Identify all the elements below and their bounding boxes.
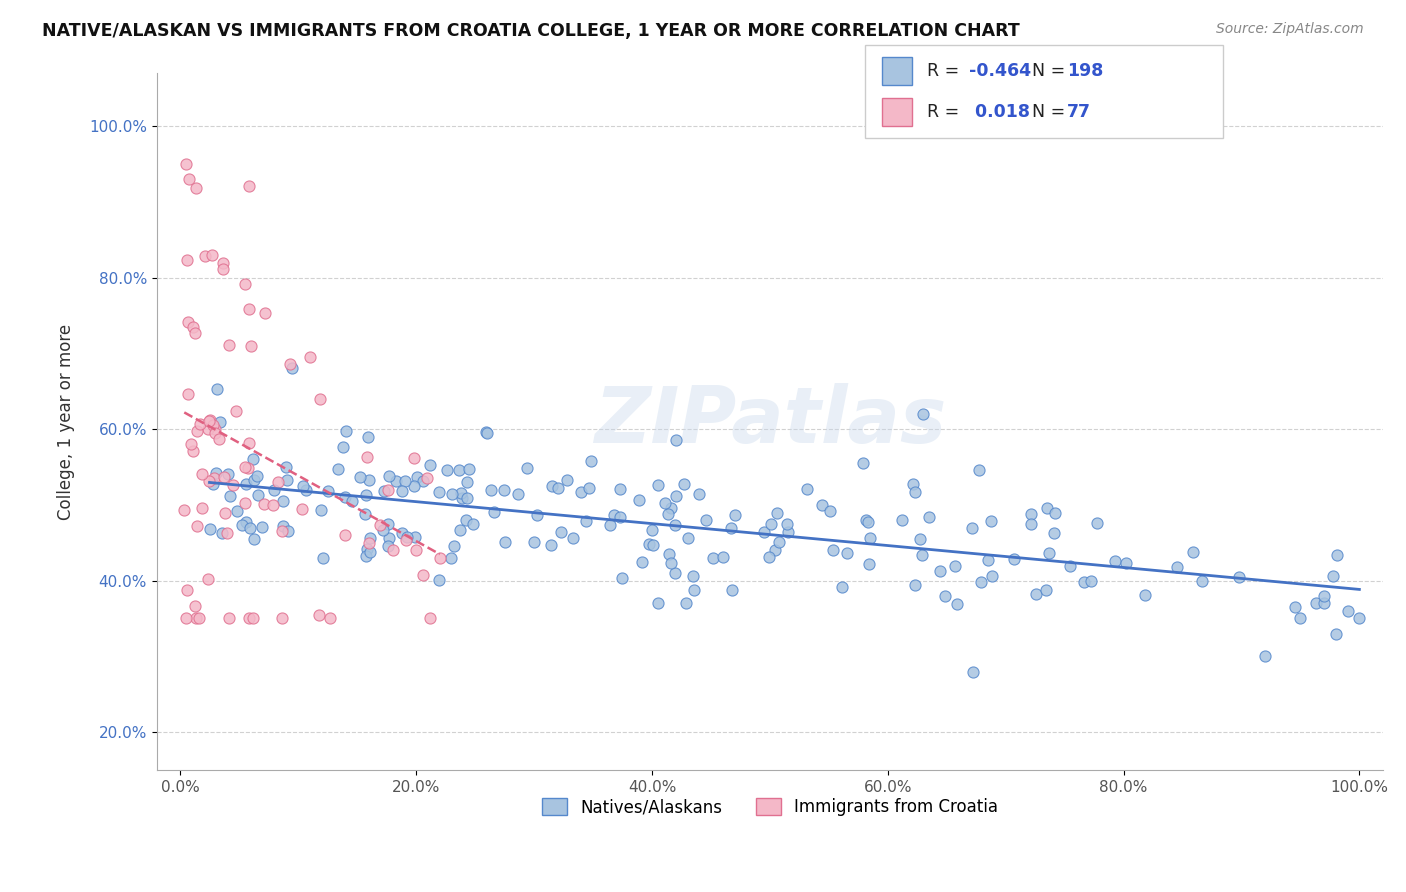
Text: R =: R = <box>927 62 965 79</box>
Y-axis label: College, 1 year or more: College, 1 year or more <box>58 324 75 519</box>
Text: 77: 77 <box>1067 103 1091 121</box>
Text: NATIVE/ALASKAN VS IMMIGRANTS FROM CROATIA COLLEGE, 1 YEAR OR MORE CORRELATION CH: NATIVE/ALASKAN VS IMMIGRANTS FROM CROATI… <box>42 22 1019 40</box>
Text: -0.464: -0.464 <box>969 62 1031 79</box>
Text: 0.018: 0.018 <box>969 103 1029 121</box>
Text: R =: R = <box>927 103 965 121</box>
Text: N =: N = <box>1032 103 1071 121</box>
Text: 198: 198 <box>1067 62 1104 79</box>
Legend: Natives/Alaskans, Immigrants from Croatia: Natives/Alaskans, Immigrants from Croati… <box>533 789 1007 824</box>
Text: ZIPatlas: ZIPatlas <box>593 384 946 459</box>
Text: Source: ZipAtlas.com: Source: ZipAtlas.com <box>1216 22 1364 37</box>
Text: N =: N = <box>1032 62 1071 79</box>
